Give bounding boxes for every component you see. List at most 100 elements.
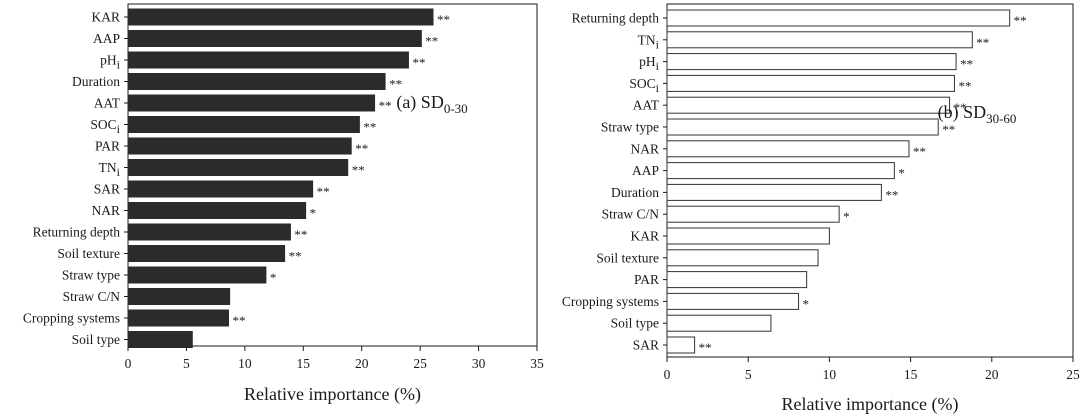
bar-nar xyxy=(666,140,910,158)
significance-mark: * xyxy=(270,270,277,285)
significance-mark: ** xyxy=(363,120,376,135)
significance-mark: * xyxy=(803,296,810,311)
category-label: pHi xyxy=(100,53,121,72)
category-name: Soil type xyxy=(72,332,120,347)
panel-label: (a) SD0-30 xyxy=(396,92,467,116)
significance-mark: ** xyxy=(699,340,712,355)
category-name: TN xyxy=(638,32,656,47)
bar-sar xyxy=(127,180,314,198)
bar-tni xyxy=(666,31,973,49)
category-name: Soil type xyxy=(611,316,659,331)
panel-b-sd-30-60: Returning depth **TNi **pHi **SOCi **AAT **St… xyxy=(562,3,1080,415)
panel-label-main: (b) SD xyxy=(938,102,987,123)
significance-mark: ** xyxy=(232,313,245,328)
bar-soci xyxy=(666,74,955,92)
x-tick-label: 10 xyxy=(238,356,252,371)
bar-soci xyxy=(127,116,360,133)
x-tick-label: 15 xyxy=(297,356,311,371)
category-name: SOC xyxy=(90,117,116,132)
bar-soil-type xyxy=(127,331,193,348)
bar-cropping-systems xyxy=(666,292,800,310)
category-subscript: i xyxy=(656,81,660,95)
category-name: Straw C/N xyxy=(63,289,121,304)
bar-duration xyxy=(127,73,386,90)
category-name: SAR xyxy=(94,182,120,197)
significance-mark: ** xyxy=(1014,13,1027,28)
category-name: SOC xyxy=(629,76,655,91)
category-name: AAP xyxy=(632,163,659,178)
significance-mark: ** xyxy=(437,12,450,27)
x-axis-label: Relative importance (%) xyxy=(782,394,959,415)
bar-aap xyxy=(666,162,895,180)
category-subscript: i xyxy=(656,59,660,73)
category-label: Duration xyxy=(72,74,120,89)
bar-straw-c-n xyxy=(666,205,840,223)
x-tick-label: 0 xyxy=(664,367,671,382)
category-label: SOCi xyxy=(629,76,659,95)
category-name: Cropping systems xyxy=(23,311,120,326)
category-name: Cropping systems xyxy=(562,294,659,309)
panel-a-sd-0-30: KAR **AAP **pHi **Duration **AAT **SOCi **PAR *… xyxy=(23,3,544,405)
category-label: Cropping systems xyxy=(23,311,120,326)
bar-aat xyxy=(127,94,376,112)
significance-mark: ** xyxy=(954,100,967,115)
plot-frame xyxy=(666,3,1074,358)
x-tick-label: 0 xyxy=(125,356,132,371)
bar-straw-type xyxy=(666,118,939,136)
significance-mark: ** xyxy=(355,141,368,156)
significance-mark: ** xyxy=(412,55,425,70)
category-label: Straw C/N xyxy=(63,289,121,304)
category-label: Straw C/N xyxy=(602,207,660,222)
bar-soil-texture xyxy=(127,245,286,262)
category-label: AAP xyxy=(93,31,120,46)
bar-kar xyxy=(127,8,434,26)
x-axis-label: Relative importance (%) xyxy=(244,384,421,405)
significance-mark: * xyxy=(843,209,850,224)
x-tick-label: 35 xyxy=(530,356,544,371)
significance-mark: ** xyxy=(317,184,330,199)
x-tick-label: 5 xyxy=(183,356,190,371)
bar-aap xyxy=(127,30,422,47)
category-label: NAR xyxy=(630,141,659,156)
category-name: NAR xyxy=(630,141,659,156)
category-label: Straw type xyxy=(601,120,659,135)
category-name: SAR xyxy=(633,338,659,353)
category-name: PAR xyxy=(95,139,120,154)
category-label: Soil type xyxy=(72,332,120,347)
category-name: KAR xyxy=(91,10,120,25)
significance-mark: ** xyxy=(389,77,402,92)
category-label: AAT xyxy=(94,96,121,111)
category-name: Soil texture xyxy=(57,246,120,261)
category-name: Straw C/N xyxy=(602,207,660,222)
x-tick-label: 25 xyxy=(1066,367,1080,382)
category-label: Soil type xyxy=(611,316,659,331)
category-name: AAT xyxy=(633,98,660,113)
category-label: pHi xyxy=(639,54,660,73)
significance-mark: ** xyxy=(913,144,926,159)
category-name: NAR xyxy=(91,203,120,218)
category-subscript: i xyxy=(117,122,121,136)
x-tick-label: 25 xyxy=(413,356,427,371)
category-label: Returning depth xyxy=(572,11,660,26)
category-name: TN xyxy=(99,160,117,175)
x-tick-label: 15 xyxy=(904,367,918,382)
category-subscript: i xyxy=(656,37,660,51)
category-name: Duration xyxy=(611,185,659,200)
category-label: SAR xyxy=(633,338,659,353)
category-name: pH xyxy=(100,53,117,68)
bar-par xyxy=(127,137,352,155)
category-label: Cropping systems xyxy=(562,294,659,309)
bar-par xyxy=(666,271,808,289)
category-name: AAT xyxy=(94,96,121,111)
category-label: Duration xyxy=(611,185,659,200)
category-label: Soil texture xyxy=(57,246,120,261)
significance-mark: ** xyxy=(885,187,898,202)
category-name: PAR xyxy=(634,272,659,287)
category-label: TNi xyxy=(638,32,660,51)
category-name: Straw type xyxy=(62,268,120,283)
category-subscript: i xyxy=(117,165,121,179)
bar-aat xyxy=(666,96,951,114)
bar-straw-type xyxy=(127,266,267,284)
category-label: Soil texture xyxy=(596,250,659,265)
category-label: SAR xyxy=(94,182,120,197)
